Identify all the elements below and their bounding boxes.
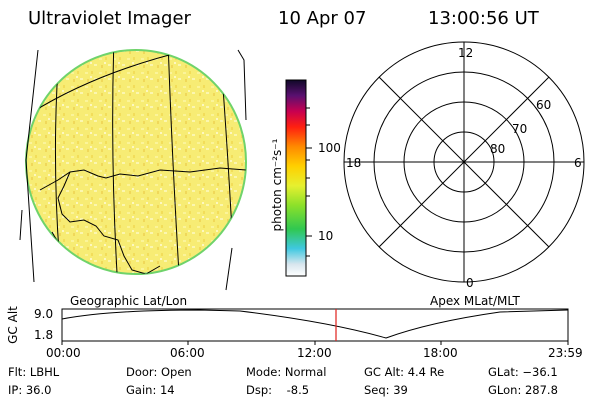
colorbar-tick-10: 10 <box>318 229 334 243</box>
colorbar <box>285 79 307 277</box>
colorbar-tick-100: 100 <box>318 141 341 155</box>
lat-70-label: 70 <box>512 122 528 136</box>
filter-status: Flt: LBHL <box>8 365 60 379</box>
mlt-18-label: 18 <box>346 156 362 170</box>
glat-status: GLat: −36.1 <box>488 365 558 379</box>
time-tick-3: 18:00 <box>423 346 458 360</box>
date-label: 10 Apr 07 <box>278 8 367 29</box>
geo-coord-title: Geographic Lat/Lon <box>70 294 188 308</box>
apex-coord-title: Apex MLat/MLT <box>430 294 520 308</box>
gain-status: Gain: 14 <box>126 383 175 397</box>
earth-image <box>25 49 247 275</box>
glon-status: GLon: 287.8 <box>488 383 558 397</box>
gc-alt-tick-bottom: 1.8 <box>34 328 54 342</box>
gc-alt-status: GC Alt: 4.4 Re <box>364 365 445 379</box>
time-tick-1: 06:00 <box>170 346 205 360</box>
time-tick-0: 00:00 <box>46 346 81 360</box>
colorbar-unit-label: photon cm⁻²s⁻¹ <box>270 138 284 232</box>
mlt-0-label: 0 <box>466 276 474 290</box>
mlt-12-label: 12 <box>458 46 474 60</box>
polar-plot <box>343 41 585 283</box>
gc-alt-axis-label: GC Alt <box>5 306 20 344</box>
ip-status: IP: 36.0 <box>8 383 52 397</box>
lat-60-label: 60 <box>536 98 552 112</box>
dsp-status: Dsp: -8.5 <box>246 383 310 397</box>
altitude-timeline <box>61 308 569 345</box>
gc-alt-tick-top: 9.0 <box>34 307 54 321</box>
colorbar-ticks <box>306 107 312 257</box>
mode-status: Mode: Normal <box>246 365 327 379</box>
time-tick-4: 23:59 <box>548 346 583 360</box>
time-tick-2: 12:00 <box>297 346 332 360</box>
lat-80-label: 80 <box>490 142 506 156</box>
mlt-6-label: 6 <box>574 156 582 170</box>
seq-status: Seq: 39 <box>364 383 408 397</box>
grid-lines-outside <box>19 49 247 291</box>
door-status: Door: Open <box>126 365 192 379</box>
instrument-title: Ultraviolet Imager <box>28 8 191 29</box>
time-label: 13:00:56 UT <box>428 8 539 29</box>
